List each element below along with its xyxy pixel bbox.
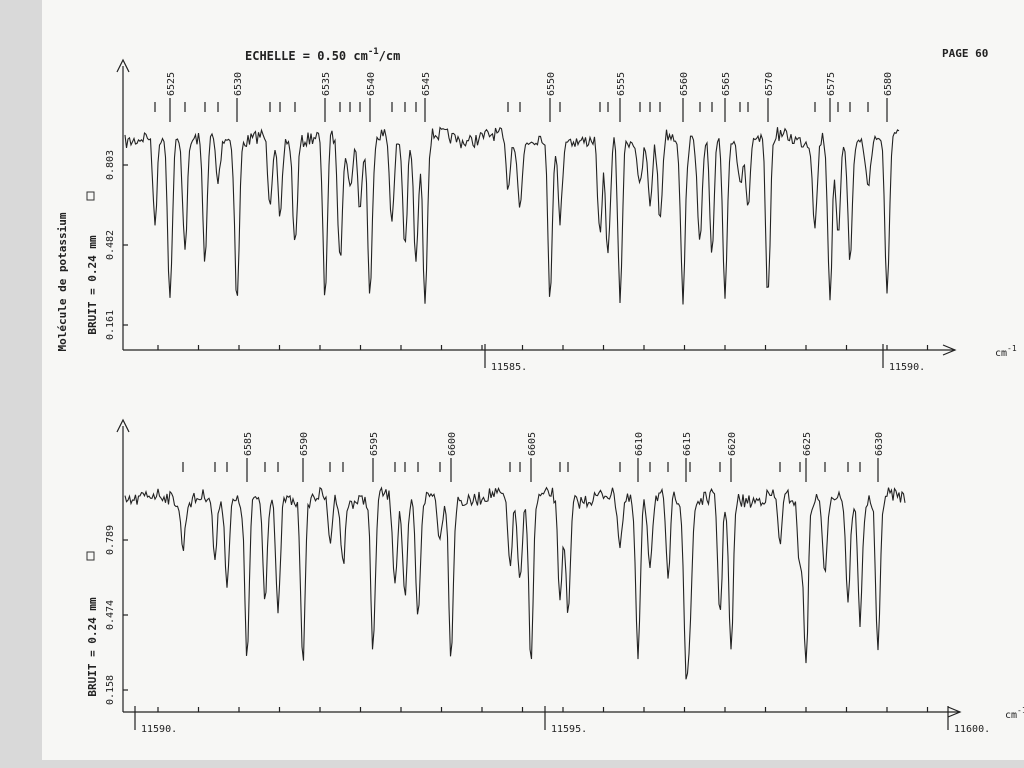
scale: ECHELLE = 0.50 cm-1/cm: [245, 47, 400, 63]
x-tick-label: 11590.: [889, 362, 925, 373]
unit-exp: -1: [1007, 344, 1017, 353]
line-id: 6585: [243, 432, 254, 456]
x-tick-label: 11590.: [141, 724, 177, 735]
line-id: 6610: [634, 432, 645, 456]
unit-text: cm: [995, 348, 1007, 359]
axis-arrow: [942, 344, 957, 356]
noise-label: BRUIT = 0.24 mm: [86, 235, 99, 335]
line-id: 6540: [366, 72, 377, 96]
unit-exp: -1: [1017, 706, 1024, 715]
noise-label: BRUIT = 0.24 mm: [86, 597, 99, 697]
axis-arrow: [947, 706, 962, 718]
line-id: 6545: [421, 72, 432, 96]
y-tick-label: 0.482: [105, 230, 116, 260]
marker-box: [86, 551, 95, 561]
page-number: PAGE 60: [942, 47, 988, 60]
line-id: 6555: [616, 72, 627, 96]
line-id: 6615: [682, 432, 693, 456]
spectrum-trace: [124, 486, 906, 680]
line-id: 6625: [802, 432, 813, 456]
line-id: 6565: [721, 72, 732, 96]
x-tick-label: 11600.: [954, 724, 990, 735]
line-id: 6630: [874, 432, 885, 456]
line-id: 6620: [727, 432, 738, 456]
line-id: 6590: [299, 432, 310, 456]
line-id: 6575: [826, 72, 837, 96]
y-tick-label: 0.474: [105, 600, 116, 630]
line-id: 6605: [527, 432, 538, 456]
line-id: 6570: [764, 72, 775, 96]
y-tick-label: 0.803: [105, 150, 116, 180]
sheet: [42, 0, 1024, 760]
x-tick-label: 11585.: [491, 362, 527, 373]
axis-arrow: [116, 58, 130, 73]
line-id: 6530: [233, 72, 244, 96]
spectrum-trace: [124, 126, 900, 305]
x-tick-label: 11595.: [551, 724, 587, 735]
line-id: 6595: [369, 432, 380, 456]
line-id: 6600: [447, 432, 458, 456]
axis-arrow: [116, 418, 130, 433]
marker-box: [86, 191, 95, 201]
line-id: 6550: [546, 72, 557, 96]
y-tick-label: 0.789: [105, 525, 116, 555]
y-tick-label: 0.158: [105, 675, 116, 705]
line-id: 6580: [883, 72, 894, 96]
y-tick-label: 0.161: [105, 310, 116, 340]
x-unit: cm-1: [1005, 706, 1024, 721]
line-id: 6525: [166, 72, 177, 96]
molecule: Molécule de potassium: [56, 212, 69, 351]
unit-text: cm: [1005, 710, 1017, 721]
line-id: 6560: [679, 72, 690, 96]
line-id: 6535: [321, 72, 332, 96]
x-unit: cm-1: [995, 344, 1017, 359]
